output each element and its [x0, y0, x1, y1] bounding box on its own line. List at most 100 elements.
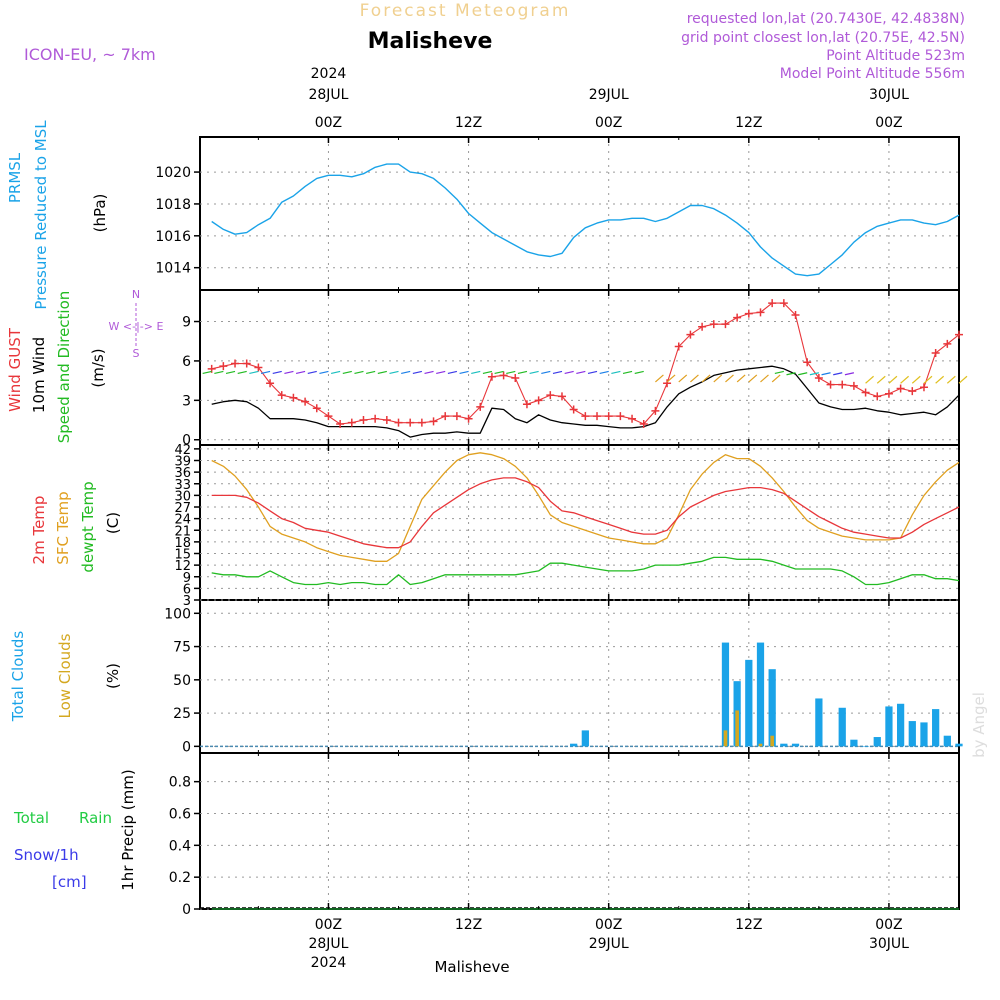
footer-location: Malisheve: [434, 958, 509, 976]
bottom-axis-label: 29JUL: [589, 936, 629, 952]
wind-direction-arrow: [587, 370, 598, 375]
total-cloud-bar: [850, 739, 858, 747]
wind-direction-arrow: [678, 374, 688, 383]
wind-gust-marker: [931, 349, 940, 358]
wind-gust-marker: [604, 412, 613, 421]
wind-gust-marker: [219, 362, 228, 371]
wind-gust-marker: [663, 379, 672, 388]
wind-direction-arrow: [736, 374, 746, 383]
wind-direction-arrow: [401, 370, 411, 375]
low-cloud-bar: [735, 710, 739, 747]
wind-direction-arrow: [888, 375, 898, 384]
cloud-ytick-label: 100: [164, 606, 191, 622]
wind-direction-arrow: [517, 370, 528, 375]
wind-gust-marker: [464, 414, 473, 423]
bottom-axis-label: 12Z: [735, 917, 762, 933]
wind-direction-arrow: [900, 375, 910, 384]
wind-gust-marker: [581, 412, 590, 421]
wind-gust-marker: [312, 404, 321, 413]
wind-direction-arrow: [389, 370, 399, 375]
wind-gust-marker: [651, 406, 660, 415]
wind-gust-marker: [861, 388, 870, 397]
total-cloud-bar: [570, 743, 578, 747]
total-cloud-bar: [838, 707, 846, 747]
wind-unit-label: (m/s): [89, 348, 107, 387]
wind-direction-arrow: [214, 370, 224, 375]
temp-ytick-label: 6: [183, 582, 191, 597]
wind-gust-marker: [826, 380, 835, 389]
wind-gust-marker: [569, 405, 578, 414]
wind-direction-arrow: [634, 370, 644, 375]
temp-ytick-label: 27: [174, 501, 191, 516]
precip-unit-label: 1hr Precip (mm): [119, 769, 137, 890]
wind-direction-arrow: [482, 370, 493, 375]
axis-layer: 1014101610181020036936912151821242730333…: [155, 66, 909, 971]
wind-direction-arrow: [319, 370, 329, 375]
temp-2m-line: [211, 477, 960, 549]
temp-ytick-label: 33: [174, 478, 191, 493]
bottom-axis-label: 28JUL: [308, 936, 348, 952]
pressure-ytick-label: 1020: [155, 165, 191, 181]
wind-direction-arrow: [690, 374, 699, 383]
compass-west-east: W <-|-> E: [109, 320, 164, 333]
wind-direction-arrow: [354, 370, 364, 375]
total-cloud-bar: [885, 706, 893, 747]
total-cloud-bar: [791, 743, 800, 747]
compass-north: N: [132, 288, 140, 301]
dewpoint-line: [211, 556, 960, 586]
wind-direction-arrow: [202, 370, 212, 375]
snow-unit-label: [cm]: [52, 873, 87, 891]
wind-gust-marker: [768, 299, 777, 308]
wind-direction-arrow: [412, 370, 422, 375]
bottom-axis-label: 00Z: [315, 917, 342, 933]
total-cloud-bar: [920, 722, 928, 747]
prmsl-line: [211, 163, 960, 277]
wind-direction-arrow: [701, 374, 711, 383]
wind-direction-arrow: [833, 372, 843, 376]
total-cloud-bar: [756, 642, 765, 747]
wind-gust-marker: [908, 387, 917, 396]
wind-direction-arrow: [447, 370, 458, 375]
top-axis-label: 30JUL: [869, 87, 909, 103]
watermark: by Angel: [970, 692, 988, 758]
temp-sfc-label: SFC Temp: [54, 491, 72, 564]
wind-direction-arrow: [330, 370, 341, 375]
wind-gust-marker: [546, 391, 555, 400]
wind-ytick-label: 0: [182, 433, 191, 449]
wind-ytick-label: 3: [182, 393, 191, 409]
wind-direction-arrow: [809, 372, 820, 376]
wind-direction-arrow: [494, 370, 504, 375]
top-axis-label: 29JUL: [589, 87, 629, 103]
wind-gust-marker: [266, 379, 275, 388]
wind-gust-marker: [919, 383, 928, 392]
top-axis-label: 2024: [311, 66, 347, 82]
wind-direction-arrow: [798, 372, 808, 376]
wind-gust-marker: [698, 322, 707, 331]
wind-gust-marker: [231, 359, 240, 368]
wind-direction-arrow: [958, 375, 968, 384]
low-clouds-label: Low Clouds: [56, 633, 74, 718]
wind-gust-marker: [324, 412, 333, 421]
precip-ytick-label: 0: [182, 902, 191, 918]
wind-direction-arrow: [529, 370, 539, 375]
wind-ytick-label: 9: [182, 315, 191, 331]
model-name: ICON-EU, ~ 7km: [24, 45, 156, 64]
wind-gust-marker: [452, 412, 461, 421]
wind-gust-marker: [406, 418, 415, 427]
temp-ytick-label: 36: [174, 466, 191, 481]
precip-ytick-label: 0.2: [169, 870, 191, 886]
wind-ytick-label: 6: [182, 354, 191, 370]
wind-gust-marker: [616, 412, 625, 421]
wind-direction-arrow: [935, 375, 945, 384]
pressure-msl-label: Pressure Reduced to MSL: [32, 120, 50, 310]
top-axis-label: 00Z: [595, 115, 622, 131]
wind-gust-marker: [709, 320, 718, 329]
wind-gust-marker: [884, 389, 893, 398]
cloud-unit-label: (%): [104, 663, 122, 689]
wind-direction-arrow: [748, 374, 758, 383]
wind-gust-marker: [557, 392, 566, 401]
wind-gust-marker: [277, 391, 286, 400]
cloud-ytick-label: 75: [173, 640, 191, 656]
wind-gust-marker: [756, 308, 765, 317]
